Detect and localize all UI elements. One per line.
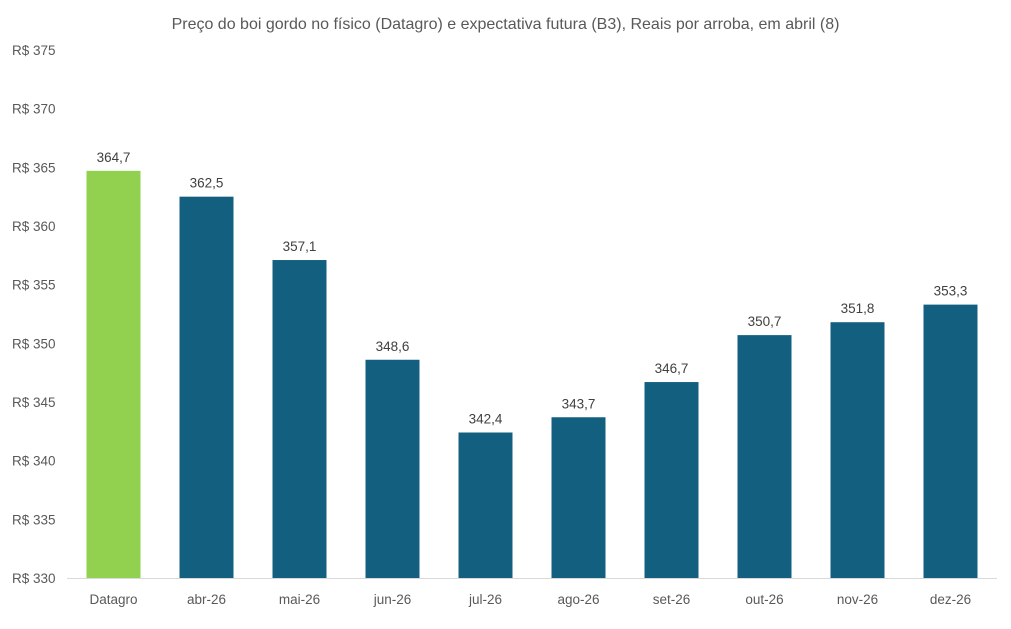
bar	[923, 304, 978, 578]
y-tick-label: R$ 365	[12, 160, 56, 175]
data-label: 350,7	[748, 314, 782, 329]
x-tick-label: abr-26	[187, 592, 226, 607]
x-tick-label: jun-26	[373, 592, 412, 607]
y-tick-label: R$ 375	[12, 43, 56, 58]
x-tick-label: set-26	[653, 592, 691, 607]
bar	[737, 335, 792, 578]
chart-title: Preço do boi gordo no físico (Datagro) e…	[171, 16, 840, 33]
bar-highlight	[86, 170, 141, 578]
bar	[830, 322, 885, 578]
data-labels: 364,7 362,5 357,1 348,6 342,4 343,7 346,7 350,7…	[97, 150, 968, 427]
y-tick-label: R$ 345	[12, 395, 56, 410]
bars	[86, 170, 978, 578]
x-tick-label: jul-26	[468, 592, 502, 607]
data-label: 346,7	[655, 361, 689, 376]
data-label: 364,7	[97, 150, 131, 165]
bar	[365, 359, 420, 578]
data-label: 343,7	[562, 396, 596, 411]
bar	[551, 417, 606, 578]
x-tick-label: nov-26	[837, 592, 878, 607]
y-tick-label: R$ 340	[12, 454, 56, 469]
bar	[179, 196, 234, 578]
y-tick-label: R$ 335	[12, 512, 56, 527]
data-label: 342,4	[469, 412, 503, 427]
data-label: 351,8	[841, 301, 875, 316]
data-label: 357,1	[283, 239, 317, 254]
x-tick-label: ago-26	[557, 592, 599, 607]
data-label: 362,5	[190, 176, 224, 191]
y-tick-label: R$ 350	[12, 336, 56, 351]
data-label: 348,6	[376, 339, 410, 354]
data-label: 353,3	[934, 284, 968, 299]
y-tick-label: R$ 330	[12, 571, 56, 586]
y-tick-label: R$ 360	[12, 219, 56, 234]
y-axis-labels: R$ 330 R$ 335 R$ 340 R$ 345 R$ 350 R$ 355 R$ 3…	[12, 43, 56, 586]
x-tick-label: dez-26	[930, 592, 971, 607]
x-tick-label: mai-26	[279, 592, 320, 607]
x-tick-label: Datagro	[89, 592, 137, 607]
x-tick-label: out-26	[745, 592, 783, 607]
y-tick-label: R$ 355	[12, 278, 56, 293]
bar	[644, 382, 699, 578]
bar	[458, 432, 513, 578]
bar	[272, 260, 327, 578]
x-axis-labels: Datagro abr-26 mai-26 jun-26 jul-26 ago-26 set…	[89, 592, 971, 607]
y-tick-label: R$ 370	[12, 102, 56, 117]
